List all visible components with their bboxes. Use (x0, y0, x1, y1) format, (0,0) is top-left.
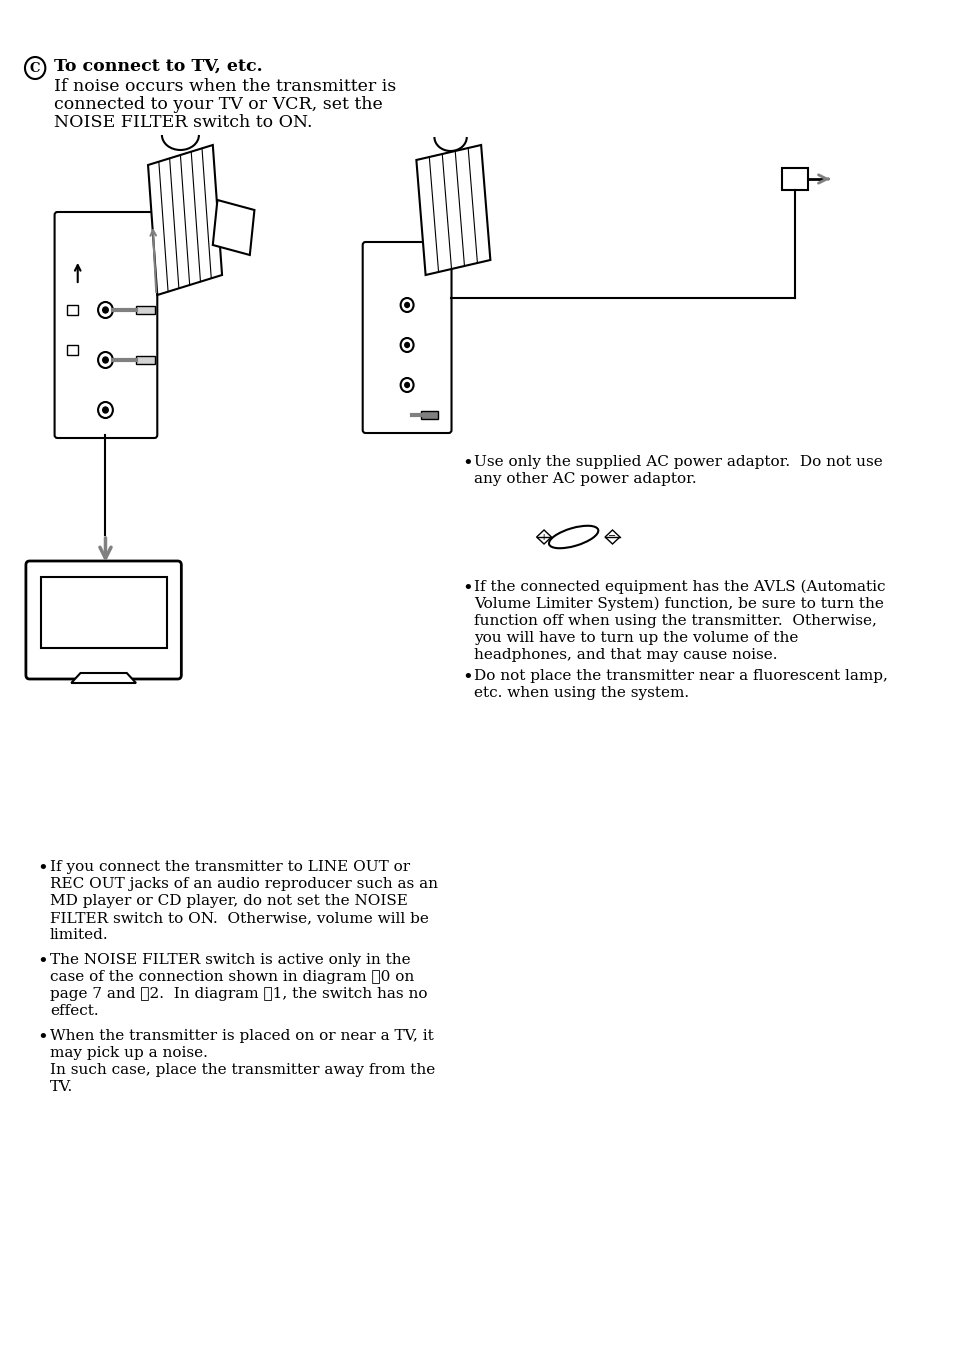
Text: Do not place the transmitter near a fluorescent lamp,: Do not place the transmitter near a fluo… (474, 669, 886, 683)
Polygon shape (537, 530, 551, 544)
Circle shape (103, 407, 108, 412)
Bar (781, 168, 807, 191)
Text: In such case, place the transmitter away from the: In such case, place the transmitter away… (50, 1063, 435, 1078)
Text: you will have to turn up the volume of the: you will have to turn up the volume of t… (474, 631, 798, 645)
Text: The NOISE FILTER switch is active only in the: The NOISE FILTER switch is active only i… (50, 953, 410, 967)
Text: case of the connection shown in diagram ⑁0 on: case of the connection shown in diagram … (50, 969, 414, 984)
Text: TV.: TV. (50, 1080, 73, 1094)
Text: any other AC power adaptor.: any other AC power adaptor. (474, 472, 696, 485)
Text: +: + (539, 533, 548, 542)
Text: REC OUT jacks of an audio reproducer such as an: REC OUT jacks of an audio reproducer suc… (50, 877, 437, 891)
Text: •: • (37, 860, 48, 877)
Polygon shape (213, 200, 254, 256)
Circle shape (404, 342, 409, 347)
FancyBboxPatch shape (26, 561, 181, 679)
Text: C: C (30, 62, 40, 76)
Text: function off when using the transmitter.  Otherwise,: function off when using the transmitter.… (474, 614, 876, 627)
Text: •: • (462, 580, 473, 598)
Circle shape (103, 357, 108, 362)
Polygon shape (604, 530, 619, 544)
Text: MD player or CD player, do not set the NOISE: MD player or CD player, do not set the N… (50, 894, 408, 909)
Text: Use only the supplied AC power adaptor.  Do not use: Use only the supplied AC power adaptor. … (474, 456, 882, 469)
Polygon shape (416, 145, 490, 274)
Text: page 7 and ⑂2.  In diagram ⑂1, the switch has no: page 7 and ⑂2. In diagram ⑂1, the switch… (50, 987, 427, 1000)
Bar (67, 345, 77, 356)
Polygon shape (71, 673, 136, 683)
Ellipse shape (548, 526, 598, 548)
Text: NOISE FILTER switch to ON.: NOISE FILTER switch to ON. (53, 114, 312, 131)
Text: etc. when using the system.: etc. when using the system. (474, 685, 688, 700)
Text: connected to your TV or VCR, set the: connected to your TV or VCR, set the (53, 96, 382, 114)
Text: headphones, and that may cause noise.: headphones, and that may cause noise. (474, 648, 777, 662)
Text: To connect to TV, etc.: To connect to TV, etc. (53, 58, 262, 74)
FancyBboxPatch shape (54, 212, 157, 438)
Bar (420, 411, 437, 419)
Circle shape (103, 307, 108, 314)
Text: If you connect the transmitter to LINE OUT or: If you connect the transmitter to LINE O… (50, 860, 410, 873)
Bar (41, 577, 167, 648)
Circle shape (404, 303, 409, 307)
Polygon shape (148, 145, 222, 295)
Text: •: • (462, 456, 473, 473)
Text: If noise occurs when the transmitter is: If noise occurs when the transmitter is (53, 78, 395, 95)
Text: FILTER switch to ON.  Otherwise, volume will be: FILTER switch to ON. Otherwise, volume w… (50, 911, 429, 925)
Text: •: • (37, 953, 48, 971)
Text: •: • (37, 1029, 48, 1046)
Text: −: − (608, 533, 616, 542)
Text: When the transmitter is placed on or near a TV, it: When the transmitter is placed on or nea… (50, 1029, 434, 1042)
Text: If the connected equipment has the AVLS (Automatic: If the connected equipment has the AVLS … (474, 580, 884, 595)
Text: effect.: effect. (50, 1005, 98, 1018)
Bar (136, 356, 154, 364)
Text: •: • (462, 669, 473, 687)
Bar (67, 306, 77, 315)
Text: limited.: limited. (50, 927, 109, 942)
Text: may pick up a noise.: may pick up a noise. (50, 1046, 208, 1060)
Circle shape (404, 383, 409, 388)
Text: Volume Limiter System) function, be sure to turn the: Volume Limiter System) function, be sure… (474, 598, 882, 611)
Bar (136, 306, 154, 314)
FancyBboxPatch shape (362, 242, 451, 433)
